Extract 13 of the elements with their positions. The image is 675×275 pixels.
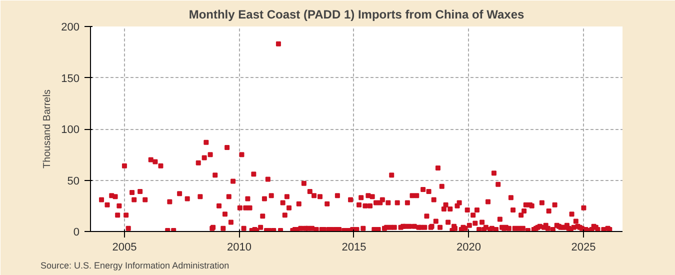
x-tick-label: 2005 [112,242,137,254]
y-tick-label: 50 [67,175,80,188]
y-tick-label: 0 [73,226,80,238]
x-tick-label: 2025 [571,242,596,254]
y-tick-label: 150 [61,72,80,85]
y-tick-label: 200 [61,22,80,34]
x-tick-label: 2015 [342,242,366,254]
y-tick-label: 100 [61,124,80,136]
y-axis-title: Thousand Barrels [42,90,54,168]
x-tick-label: 2020 [456,242,481,254]
chart-title: Monthly East Coast (PADD 1) Imports from China of Waxes [188,8,525,22]
x-tick-label: 2010 [226,242,252,254]
source-note: Source: U.S. Energy Information Administration [40,260,230,270]
